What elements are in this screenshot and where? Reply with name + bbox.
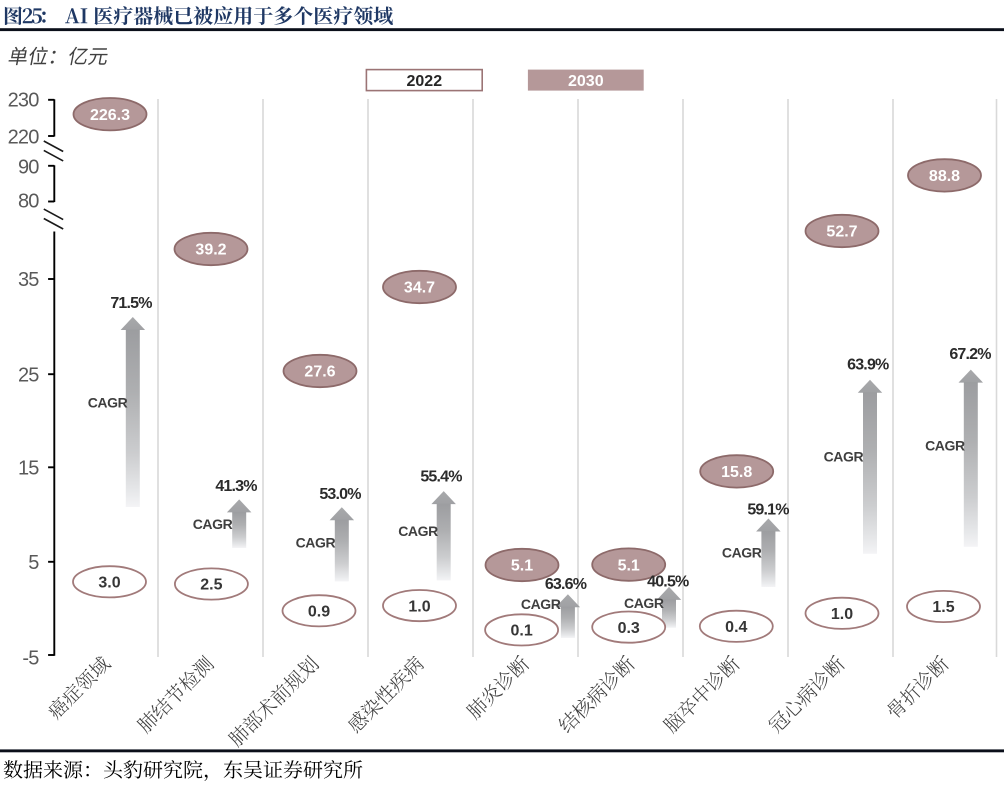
- svg-text:CAGR: CAGR: [722, 544, 762, 560]
- svg-text:2030: 2030: [568, 73, 604, 90]
- svg-text:15.8: 15.8: [721, 464, 752, 481]
- svg-text:53.0%: 53.0%: [319, 486, 361, 503]
- svg-text:2.5: 2.5: [200, 577, 222, 594]
- svg-text:25: 25: [18, 364, 39, 386]
- svg-text:15: 15: [18, 457, 39, 479]
- svg-text:0.4: 0.4: [725, 619, 747, 636]
- svg-text:CAGR: CAGR: [521, 596, 561, 612]
- svg-text:2022: 2022: [407, 73, 443, 90]
- svg-text:3.0: 3.0: [98, 575, 120, 592]
- svg-text:CAGR: CAGR: [193, 516, 233, 532]
- svg-text:52.7: 52.7: [826, 224, 857, 241]
- svg-text:67.2%: 67.2%: [949, 346, 991, 363]
- svg-text:CAGR: CAGR: [296, 535, 336, 551]
- svg-text:39.2: 39.2: [195, 242, 226, 259]
- svg-text:41.3%: 41.3%: [215, 478, 257, 495]
- svg-text:CAGR: CAGR: [925, 437, 965, 453]
- svg-text:230: 230: [8, 90, 40, 112]
- svg-text:220: 220: [8, 126, 40, 148]
- svg-text:63.6%: 63.6%: [545, 576, 587, 593]
- svg-text:40.5%: 40.5%: [647, 574, 689, 591]
- svg-text:CAGR: CAGR: [824, 449, 864, 465]
- svg-text:1.0: 1.0: [408, 598, 430, 615]
- svg-text:CAGR: CAGR: [398, 523, 438, 539]
- svg-text:63.9%: 63.9%: [847, 357, 889, 374]
- svg-text:34.7: 34.7: [404, 280, 435, 297]
- svg-text:5.1: 5.1: [511, 558, 533, 575]
- svg-text:88.8: 88.8: [929, 168, 960, 185]
- svg-text:5: 5: [28, 552, 39, 574]
- svg-text:0.9: 0.9: [308, 604, 330, 621]
- svg-text:1.0: 1.0: [831, 606, 853, 623]
- svg-text:0.1: 0.1: [510, 623, 532, 640]
- svg-text:CAGR: CAGR: [624, 595, 664, 611]
- svg-text:226.3: 226.3: [90, 107, 130, 124]
- svg-text:35: 35: [18, 269, 39, 291]
- svg-text:55.4%: 55.4%: [420, 468, 462, 485]
- svg-text:71.5%: 71.5%: [110, 295, 152, 312]
- svg-text:90: 90: [18, 157, 39, 179]
- svg-text:80: 80: [18, 190, 39, 212]
- svg-text:27.6: 27.6: [304, 364, 335, 381]
- svg-text:59.1%: 59.1%: [747, 502, 789, 519]
- svg-text:CAGR: CAGR: [88, 395, 128, 411]
- svg-text:5.1: 5.1: [618, 557, 640, 574]
- svg-text:-5: -5: [22, 648, 39, 670]
- svg-text:0.3: 0.3: [618, 620, 640, 637]
- svg-text:1.5: 1.5: [932, 599, 954, 616]
